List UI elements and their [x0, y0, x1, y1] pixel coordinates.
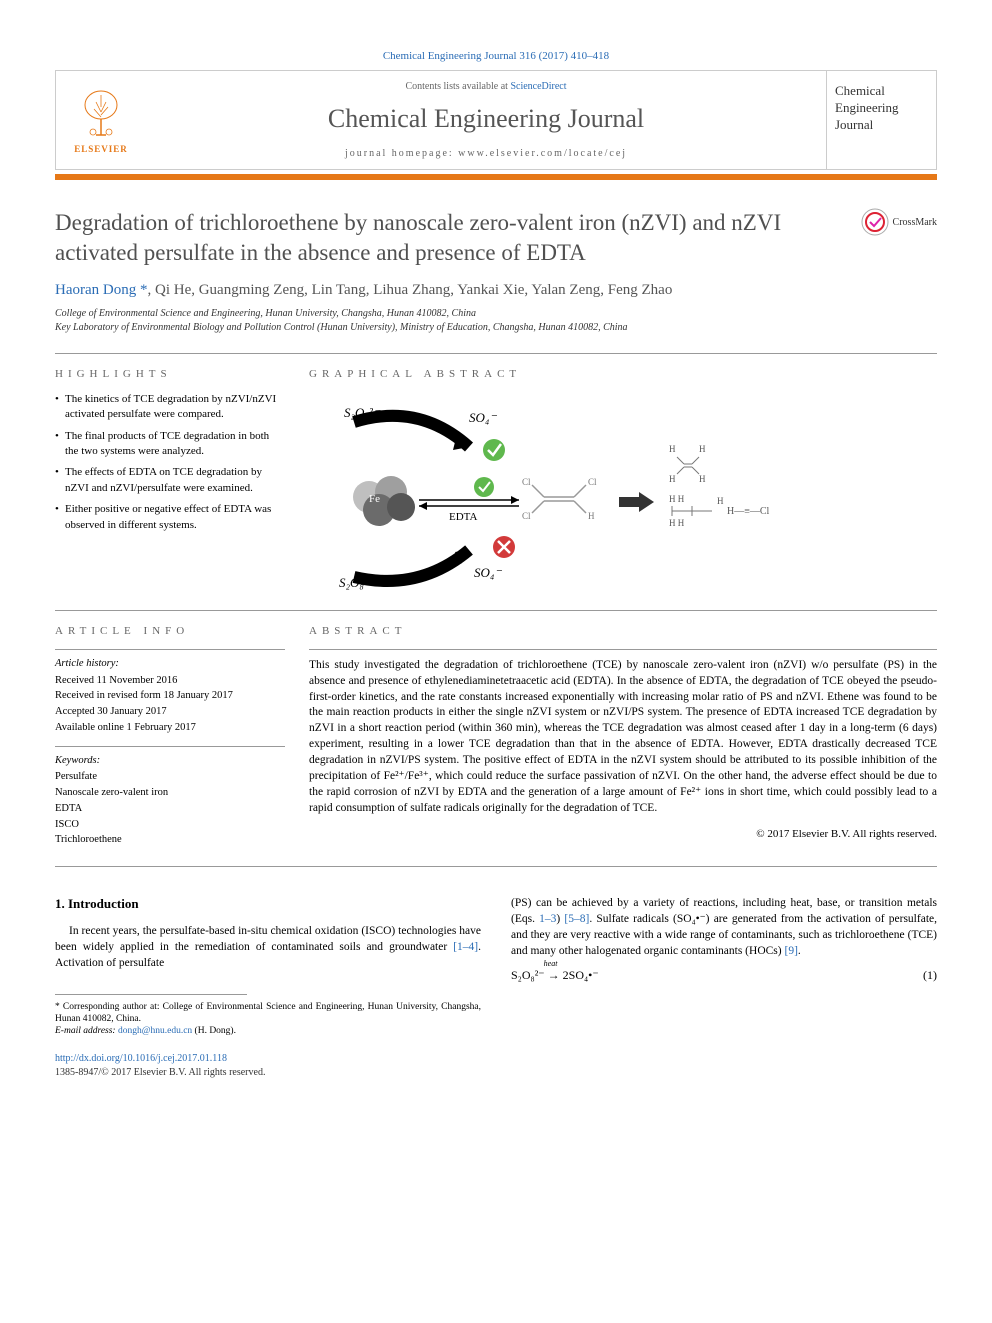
ga-bottom-radical: SO₄⁻ — [474, 565, 502, 580]
publisher-logo-cell: ELSEVIER — [56, 71, 146, 169]
equation-number: (1) — [923, 967, 937, 984]
divider — [55, 866, 937, 867]
svg-text:H: H — [699, 474, 706, 484]
svg-text:Cl: Cl — [522, 511, 531, 521]
homepage-prefix: journal homepage: — [345, 148, 458, 159]
journal-homepage-line: journal homepage: www.elsevier.com/locat… — [166, 148, 806, 159]
doi-link[interactable]: http://dx.doi.org/10.1016/j.cej.2017.01.… — [55, 1053, 227, 1064]
affiliation-2: Key Laboratory of Environmental Biology … — [55, 321, 937, 335]
svg-text:H: H — [588, 511, 595, 521]
journal-name: Chemical Engineering Journal — [166, 104, 806, 134]
publisher-name: ELSEVIER — [74, 144, 128, 154]
online-date: Available online 1 February 2017 — [55, 720, 285, 736]
author-asterisk-link[interactable]: * — [140, 282, 148, 298]
ga-top-species: S₂O₈²⁻ — [344, 405, 381, 420]
eq-ref-link[interactable]: 1–3 — [539, 913, 556, 925]
divider — [55, 649, 285, 650]
ga-top-radical: SO₄⁻ — [469, 410, 497, 425]
cover-line-1: Chemical — [835, 83, 928, 100]
accepted-date: Accepted 30 January 2017 — [55, 704, 285, 720]
highlights-list: The kinetics of TCE degradation by nZVI/… — [55, 392, 285, 533]
svg-text:Cl: Cl — [522, 477, 531, 487]
revised-date: Received in revised form 18 January 2017 — [55, 688, 285, 704]
citation-header: Chemical Engineering Journal 316 (2017) … — [55, 50, 937, 62]
affiliation-1: College of Environmental Science and Eng… — [55, 307, 937, 321]
svg-text:H—≡—Cl: H—≡—Cl — [727, 506, 770, 517]
footnote-separator — [55, 994, 247, 995]
abstract-text: This study investigated the degradation … — [309, 658, 937, 817]
affiliations: College of Environmental Science and Eng… — [55, 307, 937, 335]
ref-link[interactable]: [5–8] — [564, 913, 589, 925]
elsevier-logo: ELSEVIER — [74, 87, 128, 154]
highlight-item: Either positive or negative effect of ED… — [55, 502, 285, 533]
keyword: Trichloroethene — [55, 832, 285, 848]
ga-edta-label-2: EDTA — [409, 551, 438, 563]
ga-bottom-species: S₂O₈²⁻ — [339, 575, 376, 590]
ref-link[interactable]: [1–4] — [453, 941, 478, 953]
equation-formula: S₂O₈²⁻ →heat 2SO₄•⁻ — [511, 967, 599, 984]
keyword: Persulfate — [55, 769, 285, 785]
divider — [55, 353, 937, 354]
abstract-copyright: © 2017 Elsevier B.V. All rights reserved… — [309, 828, 937, 840]
cover-line-2: Engineering — [835, 100, 928, 117]
intro-heading: 1. Introduction — [55, 895, 481, 913]
svg-text:H: H — [717, 496, 724, 506]
graphical-abstract-figure: S₂O₈²⁻ SO₄⁻ Fe EDTA — [309, 392, 937, 592]
highlight-item: The effects of EDTA on TCE degradation b… — [55, 465, 285, 496]
svg-text:H H: H H — [669, 518, 685, 528]
article-title: Degradation of trichloroethene by nanosc… — [55, 208, 849, 268]
intro-para-1: In recent years, the persulfate-based in… — [55, 923, 481, 971]
svg-text:H: H — [669, 474, 676, 484]
divider — [55, 610, 937, 611]
equation-1: S₂O₈²⁻ →heat 2SO₄•⁻ (1) — [511, 967, 937, 984]
issn-copyright-line: 1385-8947/© 2017 Elsevier B.V. All right… — [55, 1066, 481, 1080]
highlight-item: The kinetics of TCE degradation by nZVI/… — [55, 392, 285, 423]
crossmark-label: CrossMark — [893, 217, 937, 228]
keywords-block: Keywords: Persulfate Nanoscale zero-vale… — [55, 753, 285, 849]
divider — [309, 649, 937, 650]
abstract-heading: ABSTRACT — [309, 625, 937, 637]
homepage-url: www.elsevier.com/locate/cej — [458, 148, 627, 159]
svg-text:H: H — [669, 444, 676, 454]
email-suffix: (H. Dong). — [192, 1026, 236, 1036]
article-info-heading: ARTICLE INFO — [55, 625, 285, 637]
corresponding-author-link[interactable]: Haoran Dong — [55, 282, 136, 298]
svg-text:H: H — [699, 444, 706, 454]
contents-prefix: Contents lists available at — [405, 81, 510, 92]
received-date: Received 11 November 2016 — [55, 673, 285, 689]
highlights-heading: HIGHLIGHTS — [55, 368, 285, 380]
highlight-item: The final products of TCE degradation in… — [55, 429, 285, 460]
intro-para-2: (PS) can be achieved by a variety of rea… — [511, 895, 937, 959]
orange-divider-bar — [55, 174, 937, 180]
email-footnote: E-mail address: dongh@hnu.edu.cn (H. Don… — [55, 1025, 481, 1037]
svg-text:Cl: Cl — [588, 477, 597, 487]
keyword: Nanoscale zero-valent iron — [55, 785, 285, 801]
divider — [55, 746, 285, 747]
ga-fe-label: Fe — [369, 493, 380, 505]
ref-link[interactable]: [9] — [784, 945, 797, 957]
keywords-heading: Keywords: — [55, 753, 285, 769]
cover-line-3: Journal — [835, 117, 928, 134]
elsevier-tree-icon — [76, 87, 126, 142]
corresponding-author-footnote: * Corresponding author at: College of En… — [55, 1001, 481, 1026]
doi-line: http://dx.doi.org/10.1016/j.cej.2017.01.… — [55, 1052, 481, 1066]
journal-header-box: ELSEVIER Contents lists available at Sci… — [55, 70, 937, 170]
ga-edta-label: EDTA — [449, 511, 478, 523]
keyword: ISCO — [55, 817, 285, 833]
article-history: Article history: Received 11 November 20… — [55, 656, 285, 736]
sciencedirect-link[interactable]: ScienceDirect — [510, 81, 566, 92]
email-label: E-mail address: — [55, 1026, 118, 1036]
keyword: EDTA — [55, 801, 285, 817]
crossmark-badge[interactable]: CrossMark — [861, 208, 937, 236]
journal-cover-thumbnail: Chemical Engineering Journal — [826, 71, 936, 169]
header-center: Contents lists available at ScienceDirec… — [146, 71, 826, 169]
authors-line: Haoran Dong *, Qi He, Guangming Zeng, Li… — [55, 282, 937, 299]
history-heading: Article history: — [55, 656, 285, 672]
graphical-abstract-heading: GRAPHICAL ABSTRACT — [309, 368, 937, 380]
email-link[interactable]: dongh@hnu.edu.cn — [118, 1026, 192, 1036]
contents-available-line: Contents lists available at ScienceDirec… — [166, 81, 806, 92]
svg-text:H H: H H — [669, 494, 685, 504]
crossmark-icon — [861, 208, 889, 236]
